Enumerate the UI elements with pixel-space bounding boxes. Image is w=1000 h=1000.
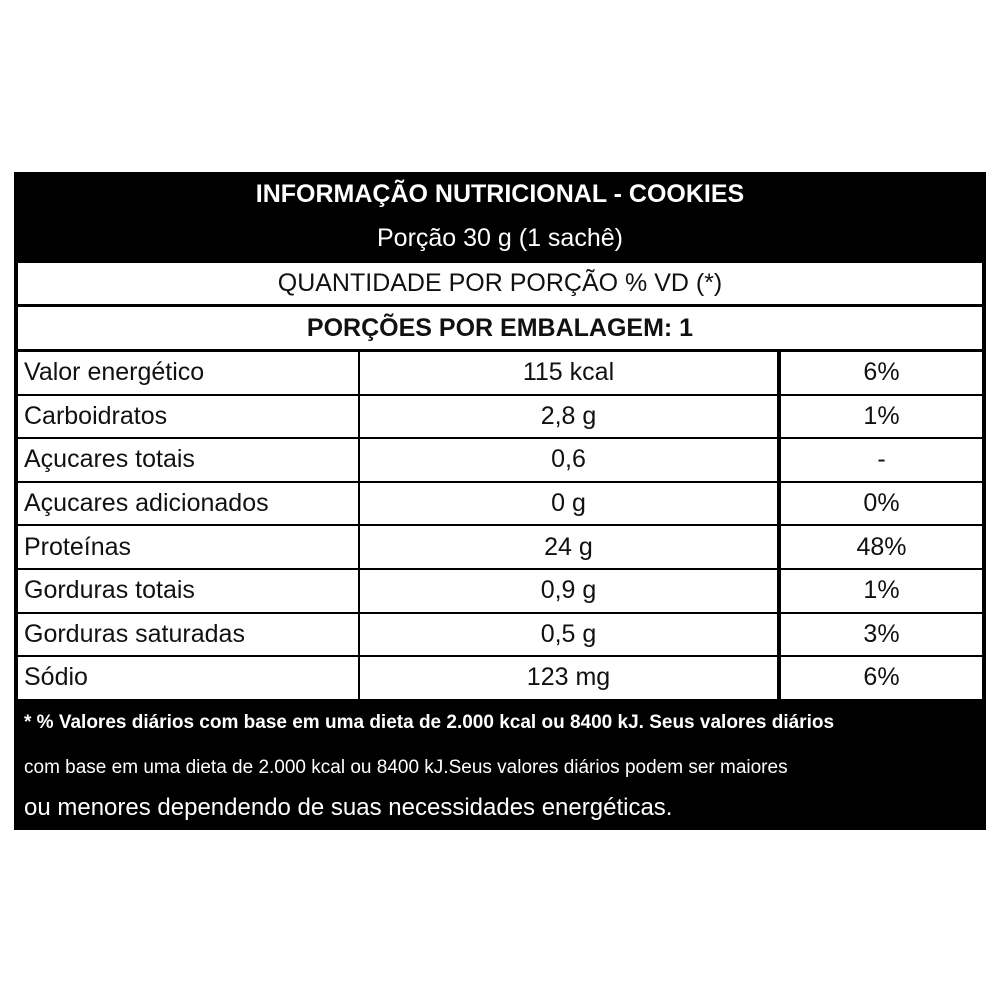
amount: 24 g: [360, 526, 777, 568]
footnote-line: * % Valores diários com base em uma diet…: [24, 712, 835, 733]
amount: 0,6: [360, 439, 777, 481]
daily-value: 6%: [781, 352, 982, 394]
nutrient-name: Açucares totais: [18, 439, 358, 481]
daily-value: -: [781, 439, 982, 481]
daily-value: 1%: [781, 395, 982, 438]
footnote-line: ou menores dependendo de suas necessidad…: [24, 794, 673, 821]
subtitle: Porção 30 g (1 sachê): [377, 224, 623, 252]
daily-value: 6%: [781, 657, 982, 699]
nutrient-name: Gorduras totais: [18, 570, 358, 612]
amount: 123 mg: [360, 657, 777, 699]
footnote-line: com base em uma dieta de 2.000 kcal ou 8…: [24, 757, 788, 778]
title: INFORMAÇÃO NUTRICIONAL - COOKIES: [255, 180, 745, 208]
daily-value: 0%: [781, 482, 982, 525]
nutrient-name: Proteínas: [18, 526, 358, 568]
daily-value: 48%: [781, 526, 982, 568]
amount: 2,8 g: [360, 395, 777, 438]
amount: 0 g: [360, 482, 777, 525]
nutrient-name: Açucares adicionados: [18, 482, 358, 525]
amount: 115 kcal: [360, 352, 777, 394]
daily-value: 1%: [781, 570, 982, 612]
nutrient-name: Valor energético: [18, 352, 358, 394]
nutrient-name: Carboidratos: [18, 395, 358, 438]
heading: PORÇÕES POR EMBALAGEM: 1: [18, 307, 982, 349]
nutrition-label: INFORMAÇÃO NUTRICIONAL - COOKIES Porção …: [14, 172, 986, 830]
nutrient-name: Gorduras saturadas: [18, 613, 358, 656]
nutrient-name: Sódio: [18, 657, 358, 699]
heading: QUANTIDADE POR PORÇÃO % VD (*): [18, 263, 982, 304]
amount: 0,5 g: [360, 613, 777, 656]
amount: 0,9 g: [360, 570, 777, 612]
daily-value: 3%: [781, 613, 982, 656]
